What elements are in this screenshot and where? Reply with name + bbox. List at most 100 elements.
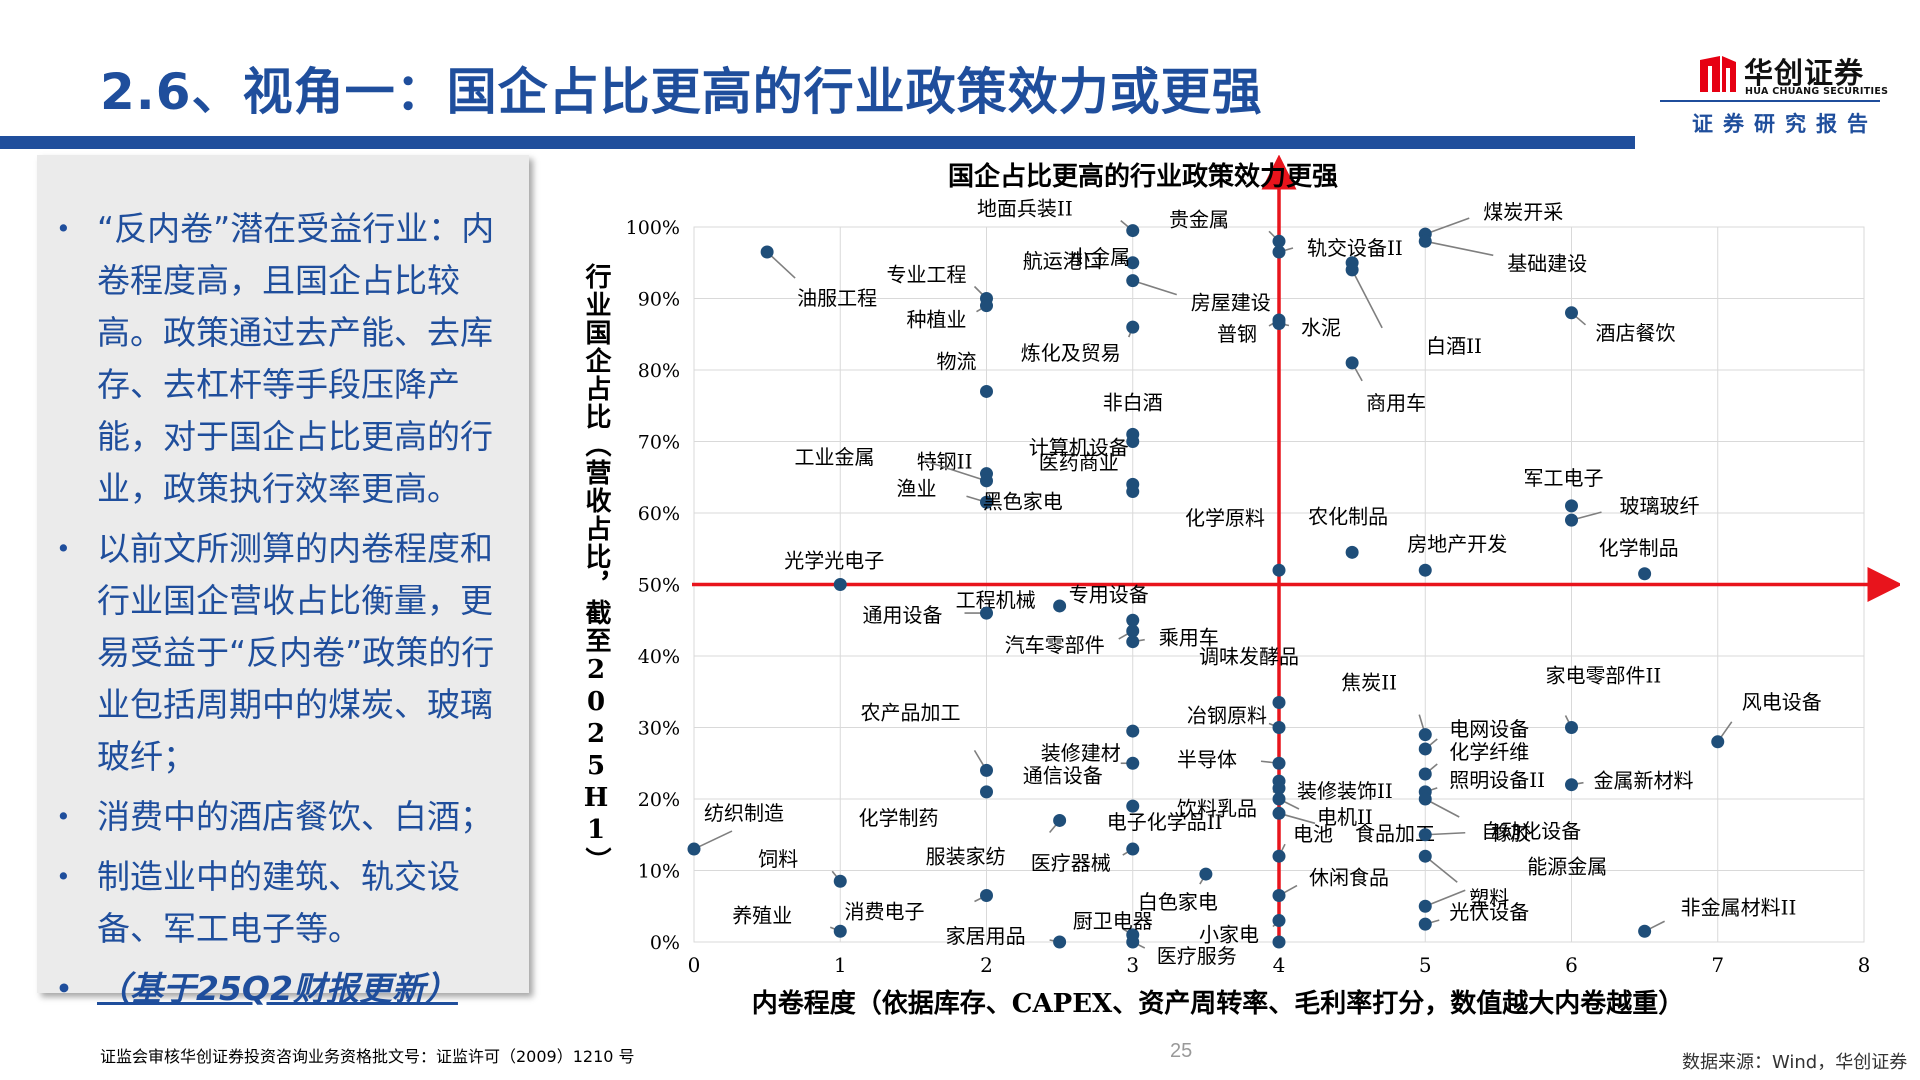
y-tick-label: 60% — [638, 503, 680, 525]
point-label: 油服工程 — [797, 286, 877, 310]
point-label: 风电设备 — [1742, 690, 1822, 714]
y-tick-label: 20% — [638, 789, 680, 811]
point-label: 能源金属 — [1527, 854, 1607, 878]
point-label: 化学制品 — [1599, 536, 1679, 560]
y-tick-label: 90% — [638, 289, 680, 311]
bullet-text: 制造业中的建筑、轨交设备、军工电子等。 — [97, 857, 460, 948]
point-label: 电网设备 — [1449, 717, 1529, 741]
point-label: 化学纤维 — [1449, 740, 1529, 764]
point-label: 计算机设备 — [1029, 436, 1129, 460]
point-label: 汽车零部件 — [1005, 633, 1105, 657]
data-source: 数据来源：Wind，华创证券 — [1682, 1052, 1908, 1073]
header-bar — [0, 136, 1635, 149]
point-label: 军工电子 — [1524, 466, 1604, 490]
y-tick-label: 10% — [638, 861, 680, 883]
point-label: 塑料 — [1469, 886, 1509, 910]
leader-line — [1424, 889, 1466, 907]
data-point — [1565, 499, 1578, 513]
data-point — [1638, 567, 1652, 581]
point-label: 纺织制造 — [704, 801, 784, 825]
point-label: 饲料 — [758, 847, 798, 871]
point-label: 煤炭开采 — [1483, 200, 1563, 224]
x-tick-label: 4 — [1273, 953, 1286, 977]
data-point — [1126, 624, 1140, 638]
data-point — [833, 578, 847, 591]
point-label: 黑色家电 — [983, 490, 1063, 514]
y-tick-label: 0% — [650, 932, 680, 954]
y-tick-label: 70% — [638, 432, 680, 454]
page-title: 2.6、视角一：国企占比更高的行业政策效力或更强 — [100, 63, 1263, 121]
data-point — [1418, 728, 1432, 742]
point-label: 专业工程 — [887, 263, 967, 287]
point-label: 化学制药 — [859, 806, 939, 830]
point-label: 普钢 — [1217, 322, 1257, 346]
x-tick-label: 8 — [1858, 953, 1871, 977]
data-point — [1272, 756, 1286, 770]
point-label: 电机II — [1317, 805, 1373, 829]
data-point — [687, 842, 701, 856]
data-point — [1272, 695, 1286, 709]
data-point — [1199, 867, 1213, 881]
point-label: 橡胶 — [1491, 821, 1531, 845]
point-label: 渔业 — [897, 476, 937, 500]
data-point — [1126, 613, 1140, 627]
x-tick-label: 0 — [688, 953, 701, 977]
point-label: 基础建设 — [1507, 251, 1587, 275]
logo-mark-icon — [1700, 56, 1736, 92]
leader-line — [1425, 240, 1494, 257]
data-point — [1418, 234, 1432, 248]
point-label: 光学光电子 — [784, 549, 884, 573]
data-point — [1272, 889, 1286, 903]
leader-line — [1425, 831, 1466, 836]
data-point — [1345, 356, 1359, 370]
data-point — [980, 474, 993, 488]
bullet-icon: • — [56, 862, 71, 891]
data-point — [833, 924, 847, 938]
summary-bullet: • 制造业中的建筑、轨交设备、军工电子等。 — [37, 851, 529, 955]
summary-bullet: • “反内卷”潜在受益行业：内卷程度高，且国企占比较高。政策通过去产能、去库存、去… — [37, 203, 529, 515]
data-point — [1345, 545, 1359, 559]
data-point — [1272, 317, 1286, 331]
x-tick-label: 2 — [980, 953, 993, 977]
data-point — [1126, 320, 1140, 334]
point-label: 冶钢原料 — [1187, 704, 1267, 728]
leader-line — [1424, 855, 1458, 883]
data-point — [1126, 842, 1140, 856]
y-tick-label: 80% — [638, 360, 680, 382]
point-label: 通信设备 — [1023, 763, 1103, 787]
data-point — [1272, 935, 1286, 949]
logo-name: 华创证券 — [1744, 56, 1865, 90]
data-point — [1272, 563, 1286, 577]
point-label: 小家电 — [1199, 923, 1259, 947]
page-number: 25 — [1170, 1040, 1193, 1062]
y-tick-label: 100% — [626, 217, 680, 239]
point-label: 专用设备 — [1069, 582, 1149, 606]
point-label: 金属新材料 — [1594, 769, 1694, 793]
point-label: 照明设备II — [1449, 768, 1545, 792]
update-note-text: （基于25Q2财报更新） — [97, 969, 458, 1008]
data-point — [980, 889, 993, 903]
data-point — [1272, 914, 1286, 928]
data-point — [760, 245, 774, 259]
data-point — [1565, 306, 1578, 320]
point-label: 商用车 — [1366, 391, 1426, 415]
data-point — [1126, 935, 1140, 949]
data-point — [1418, 742, 1432, 756]
point-label: 工程机械 — [956, 588, 1036, 612]
bullet-icon: • — [56, 802, 71, 831]
data-point — [1565, 778, 1578, 792]
data-point — [1053, 813, 1067, 827]
data-point — [1126, 635, 1140, 649]
data-point — [1638, 924, 1652, 938]
point-label: 房地产开发 — [1407, 532, 1507, 556]
point-label: 航运港口 — [1023, 249, 1103, 273]
point-label: 养殖业 — [732, 903, 792, 927]
x-axis-label: 内卷程度（依据库存、CAPEX、资产周转率、毛利率打分，数值越大内卷越重） — [752, 988, 1684, 1019]
data-point — [833, 874, 847, 888]
point-label: 非金属材料II — [1681, 895, 1797, 919]
header-divider — [1660, 100, 1880, 102]
data-point — [1272, 849, 1286, 863]
data-point — [1272, 806, 1286, 820]
point-label: 玻璃玻纤 — [1620, 494, 1700, 518]
data-point — [1418, 828, 1432, 842]
